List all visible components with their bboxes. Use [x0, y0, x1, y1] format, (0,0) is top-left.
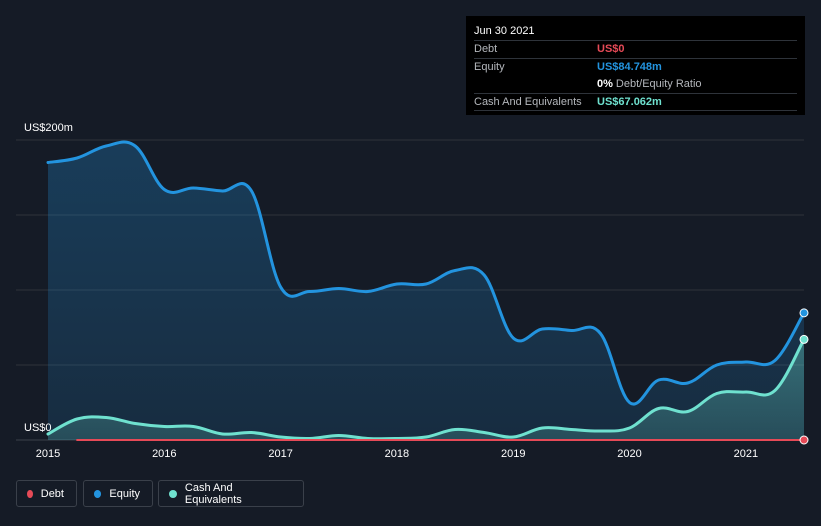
tooltip-ratio-row: 0% Debt/Equity Ratio — [474, 76, 797, 92]
tooltip-equity-row: Equity US$84.748m — [474, 58, 797, 75]
y-axis-top-label: US$200m — [24, 122, 73, 134]
tooltip-cash-label: Cash And Equivalents — [474, 96, 582, 108]
legend-cash[interactable]: Cash And Equivalents — [158, 480, 304, 507]
tooltip-cash-row: Cash And Equivalents US$67.062m — [474, 93, 797, 111]
tooltip-cash-value: US$67.062m — [597, 96, 662, 108]
series-areas — [48, 141, 804, 440]
cash-line — [46, 337, 806, 441]
tooltip-date: Jun 30 2021 — [474, 25, 535, 37]
tooltip-debt-label: Debt — [474, 43, 498, 55]
cash-area — [48, 339, 804, 440]
tooltip-debt-value: US$0 — [597, 43, 625, 55]
x-tick-label: 2019 — [501, 448, 525, 460]
equity-end-point — [799, 308, 809, 318]
legend-debt-label: Debt — [40, 487, 64, 500]
legend-cash-dot — [169, 489, 177, 498]
legend-debt-dot — [27, 489, 33, 498]
equity-line — [46, 140, 806, 406]
legend-equity-label: Equity — [109, 487, 140, 500]
series-lines — [46, 140, 806, 441]
equity-area — [48, 141, 804, 440]
x-tick-label: 2020 — [617, 448, 641, 460]
debt-end-point — [799, 435, 809, 445]
legend-equity-dot — [94, 489, 102, 498]
x-tick-label: 2016 — [152, 448, 176, 460]
tooltip-equity-label: Equity — [474, 61, 505, 73]
tooltip-ratio-value: 0% — [597, 78, 613, 90]
x-tick-label: 2021 — [734, 448, 758, 460]
tooltip-debt-row: Debt US$0 — [474, 40, 797, 57]
tooltip-equity-value: US$84.748m — [597, 61, 662, 73]
x-tick-label: 2017 — [268, 448, 292, 460]
y-axis-bottom-label: US$0 — [24, 422, 52, 434]
series-end-points — [799, 308, 809, 445]
cash-end-point — [799, 334, 809, 344]
legend-debt[interactable]: Debt — [16, 480, 77, 507]
legend-equity[interactable]: Equity — [83, 480, 153, 507]
tooltip-ratio-label: Debt/Equity Ratio — [615, 78, 702, 90]
x-tick-label: 2015 — [36, 448, 60, 460]
legend-cash-label: Cash And Equivalents — [184, 481, 242, 506]
hover-tooltip: Jun 30 2021 Debt US$0 Equity US$84.748m … — [466, 16, 805, 115]
x-axis-ticks: 2015 2016 2017 2018 2019 2020 2021 — [36, 448, 758, 460]
x-tick-label: 2018 — [385, 448, 409, 460]
